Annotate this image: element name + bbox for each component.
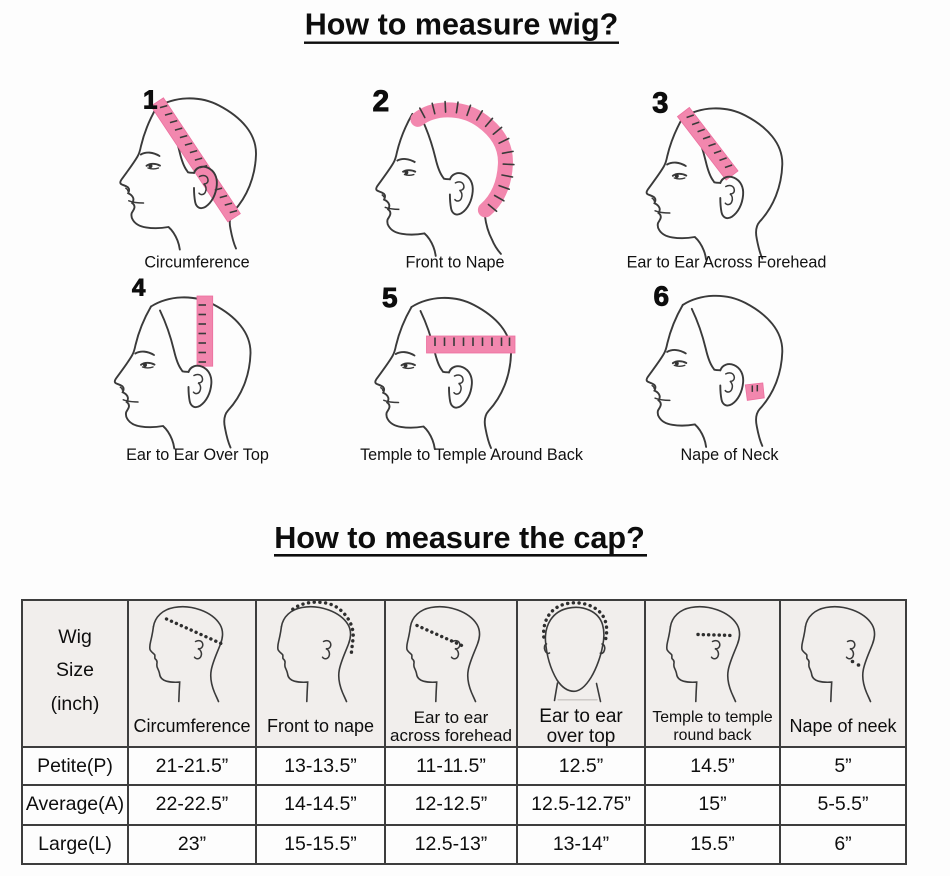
- svg-text:4: 4: [132, 275, 146, 302]
- svg-text:Nape of Neck: Nape of Neck: [680, 446, 779, 464]
- svg-text:5: 5: [382, 282, 398, 313]
- svg-text:Front to Nape: Front to Nape: [406, 254, 505, 272]
- svg-text:How to measure the cap?: How to measure the cap?: [274, 521, 645, 555]
- svg-text:3: 3: [652, 88, 668, 120]
- svg-text:1: 1: [143, 85, 157, 115]
- svg-text:6: 6: [654, 281, 670, 312]
- svg-text:2: 2: [373, 85, 390, 118]
- svg-text:Ear to Ear Over Top: Ear to Ear Over Top: [126, 446, 269, 464]
- svg-text:Temple to Temple Around Back: Temple to Temple Around Back: [360, 446, 584, 464]
- svg-text:Ear to Ear Across Forehead: Ear to Ear Across Forehead: [627, 254, 827, 272]
- svg-text:How to measure wig?: How to measure wig?: [305, 8, 619, 42]
- svg-text:Circumference: Circumference: [144, 254, 249, 272]
